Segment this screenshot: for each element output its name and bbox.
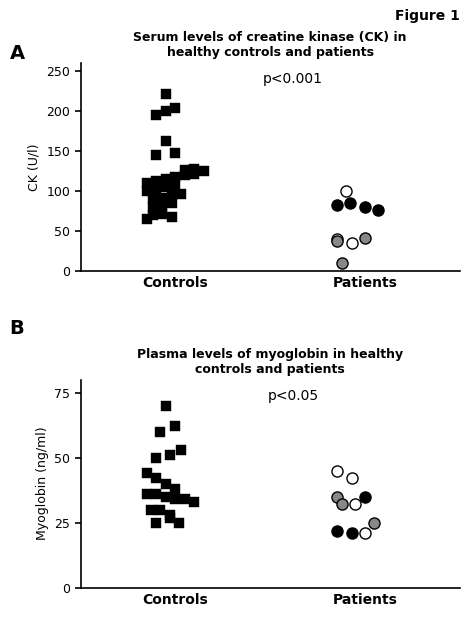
Point <box>338 257 346 267</box>
Point <box>149 210 156 221</box>
Point <box>162 401 170 411</box>
Title: Serum levels of creatine kinase (CK) in
healthy controls and patients: Serum levels of creatine kinase (CK) in … <box>133 31 407 59</box>
Point <box>191 497 198 507</box>
Point <box>158 200 166 210</box>
Point <box>361 202 369 212</box>
Text: p<0.05: p<0.05 <box>267 389 319 403</box>
Point <box>333 236 340 246</box>
Point <box>158 209 166 219</box>
Y-axis label: Myoglobin (ng/ml): Myoglobin (ng/ml) <box>36 427 49 540</box>
Point <box>333 234 340 245</box>
Point <box>191 169 198 179</box>
Point <box>153 184 160 194</box>
Point <box>153 150 160 161</box>
Point <box>147 504 155 514</box>
Point <box>153 489 160 499</box>
Point <box>175 518 183 528</box>
Point <box>149 202 156 212</box>
Point <box>143 178 151 188</box>
Point <box>153 110 160 120</box>
Point <box>338 499 346 509</box>
Point <box>162 478 170 489</box>
Point <box>162 136 170 146</box>
Point <box>333 466 340 476</box>
Point <box>371 518 378 528</box>
Point <box>166 510 173 520</box>
Point <box>172 103 179 113</box>
Point <box>333 492 340 502</box>
Point <box>181 170 189 180</box>
Point <box>156 504 164 514</box>
Point <box>168 212 175 222</box>
Point <box>153 453 160 463</box>
Point <box>200 166 208 176</box>
Point <box>177 188 185 198</box>
Point <box>172 172 179 182</box>
Point <box>374 205 382 215</box>
Point <box>172 422 179 432</box>
Point <box>348 238 356 248</box>
Point <box>177 445 185 455</box>
Point <box>158 193 166 203</box>
Point <box>162 492 170 502</box>
Point <box>162 88 170 99</box>
Point <box>333 525 340 535</box>
Point <box>361 233 369 243</box>
Text: p<0.001: p<0.001 <box>263 72 323 86</box>
Point <box>168 198 175 209</box>
Point <box>153 176 160 186</box>
Point <box>181 494 189 504</box>
Point <box>162 174 170 185</box>
Point <box>342 186 350 197</box>
Point <box>156 427 164 437</box>
Point <box>166 450 173 460</box>
Point <box>162 182 170 192</box>
Point <box>172 180 179 190</box>
Point <box>346 198 354 209</box>
Point <box>162 106 170 116</box>
Point <box>172 494 179 504</box>
Point <box>361 528 369 538</box>
Point <box>172 148 179 158</box>
Point <box>168 190 175 200</box>
Point <box>361 492 369 502</box>
Point <box>153 518 160 528</box>
Point <box>143 489 151 499</box>
Point <box>166 513 173 523</box>
Point <box>191 164 198 174</box>
Point <box>352 499 359 509</box>
Title: Plasma levels of myoglobin in healthy
controls and patients: Plasma levels of myoglobin in healthy co… <box>137 348 403 375</box>
Point <box>172 484 179 494</box>
Text: A: A <box>9 44 25 63</box>
Point <box>348 473 356 483</box>
Point <box>181 164 189 174</box>
Point <box>153 473 160 483</box>
Point <box>143 468 151 478</box>
Point <box>149 194 156 204</box>
Point <box>143 186 151 197</box>
Text: B: B <box>9 319 24 338</box>
Y-axis label: CK (U/l): CK (U/l) <box>28 143 41 191</box>
Point <box>143 214 151 224</box>
Point <box>348 528 356 538</box>
Text: Figure 1: Figure 1 <box>395 9 460 23</box>
Point <box>333 200 340 210</box>
